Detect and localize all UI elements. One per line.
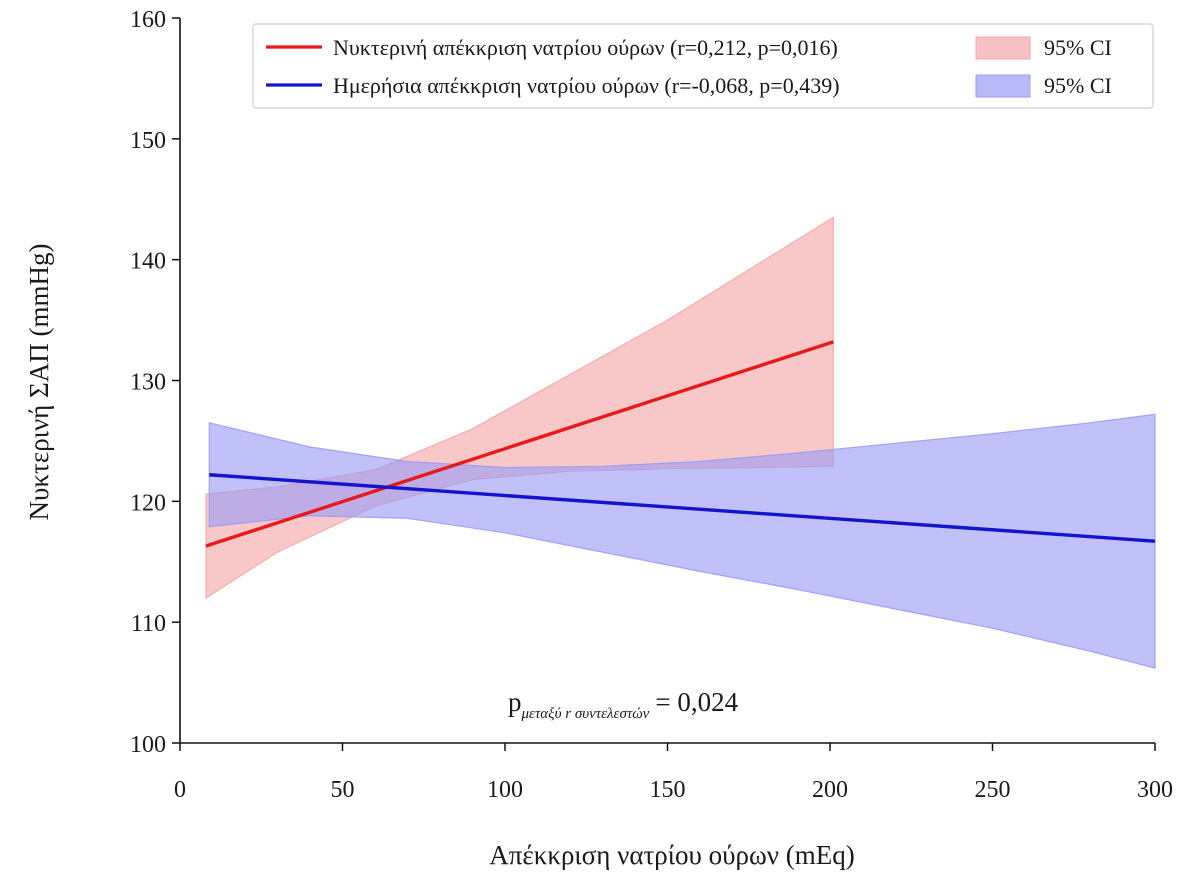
- y-tick-label: 160: [130, 7, 166, 33]
- legend-label-night: Νυκτερινή απέκκριση νατρίου ούρων (r=0,2…: [333, 35, 838, 60]
- y-axis-label: Νυκτερινή ΣΑΠ (mmHg): [24, 244, 54, 521]
- x-tick-label: 0: [174, 777, 186, 803]
- p-subscript: μεταξύ r συντελεστών: [521, 706, 650, 722]
- legend-label-day: Ημερήσια απέκκριση νατρίου ούρων (r=-0,0…: [333, 73, 840, 98]
- y-ticks: 100 110 120 130 140 150 160: [130, 7, 180, 758]
- regression-line-night: [205, 340, 834, 548]
- plot-area: [205, 216, 1156, 669]
- y-tick-label: 130: [130, 370, 166, 396]
- y-tick-label: 110: [131, 611, 166, 637]
- x-axis-label: Απέκκριση νατρίου ούρων (mEq): [489, 840, 854, 870]
- legend: Νυκτερινή απέκκριση νατρίου ούρων (r=0,2…: [252, 23, 1154, 109]
- x-tick-label: 150: [650, 777, 686, 803]
- p-symbol: p: [508, 687, 522, 717]
- y-tick-label: 140: [130, 249, 166, 275]
- x-tick-label: 300: [1137, 777, 1173, 803]
- x-ticks: 0 50 100 150 200 250 300: [174, 743, 1173, 803]
- x-tick-label: 50: [331, 777, 355, 803]
- x-tick-label: 100: [487, 777, 523, 803]
- p-value-annotation: pμεταξύ r συντελεστών = 0,024: [508, 687, 739, 722]
- legend-label-day-ci: 95% CI: [1044, 73, 1112, 98]
- legend-frame: [252, 23, 1154, 109]
- regression-line-day: [209, 473, 1156, 543]
- legend-label-night-ci: 95% CI: [1044, 35, 1112, 60]
- y-tick-label: 150: [130, 128, 166, 154]
- x-tick-label: 250: [975, 777, 1011, 803]
- ci-band-day: [208, 413, 1156, 669]
- p-value: = 0,024: [655, 687, 738, 717]
- y-tick-label: 120: [130, 490, 166, 516]
- y-tick-label: 100: [130, 732, 166, 758]
- legend-swatch-night-ci: [975, 36, 1031, 60]
- legend-swatch-day-ci: [975, 74, 1031, 98]
- x-tick-label: 200: [812, 777, 848, 803]
